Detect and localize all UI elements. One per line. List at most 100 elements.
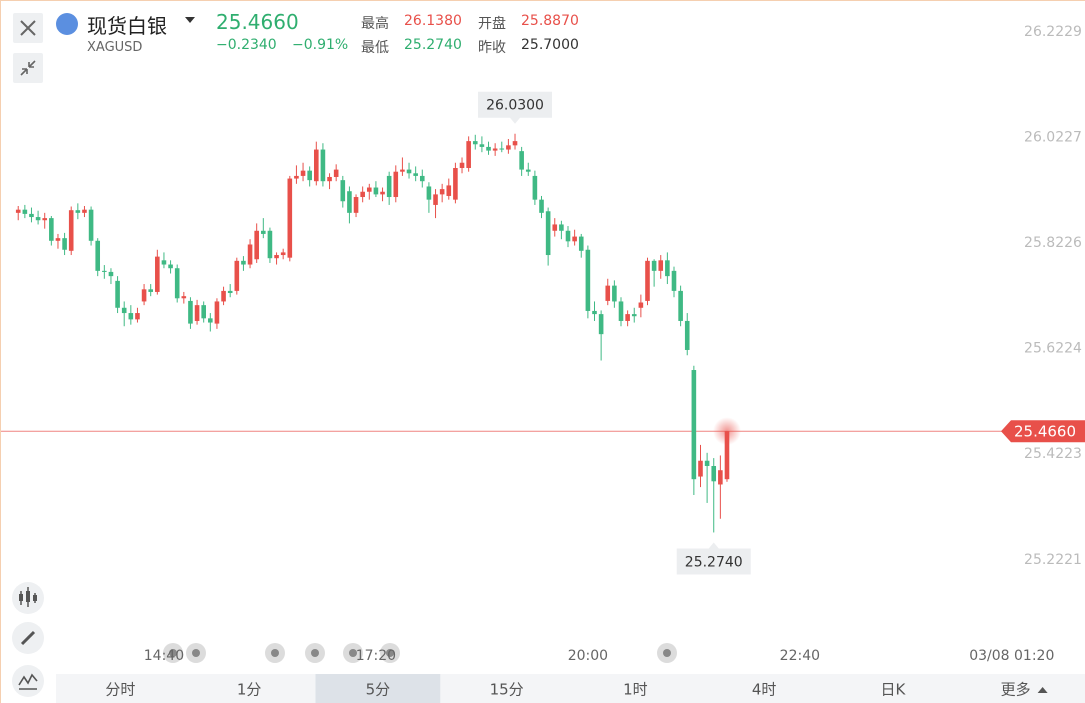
y-tick-label: 25.8226 bbox=[1024, 235, 1082, 251]
stat-label: 最低 bbox=[361, 40, 389, 56]
candle-body bbox=[75, 210, 81, 213]
candle-body bbox=[512, 141, 518, 146]
tab[interactable]: 15分 bbox=[490, 681, 524, 699]
candle-body bbox=[247, 244, 253, 265]
candle-body bbox=[168, 264, 173, 269]
tab[interactable]: 1时 bbox=[623, 681, 648, 699]
candle-body bbox=[492, 148, 498, 151]
candle-body bbox=[88, 209, 94, 241]
tab-active-bg bbox=[315, 674, 441, 703]
stat-value: 25.8870 bbox=[521, 13, 579, 29]
candle-body bbox=[565, 230, 571, 242]
annotation-box bbox=[676, 542, 751, 575]
change: −0.2340 bbox=[216, 37, 277, 53]
candle-body bbox=[479, 144, 485, 147]
candle-body bbox=[62, 238, 67, 250]
candle-body bbox=[605, 285, 611, 301]
x-tick-label: 03/08 01:20 bbox=[969, 648, 1054, 664]
stat-label: 最高 bbox=[361, 16, 389, 32]
candle-body bbox=[380, 191, 385, 195]
candle-body bbox=[188, 300, 193, 324]
candle-body bbox=[294, 175, 299, 179]
candle-body bbox=[148, 289, 154, 292]
candle-body bbox=[539, 199, 544, 213]
candle-body bbox=[684, 320, 690, 350]
candle-body bbox=[155, 256, 160, 292]
candle-body bbox=[35, 217, 41, 221]
candle-body bbox=[174, 268, 180, 299]
candle-body bbox=[68, 210, 74, 251]
stat-label: 昨收 bbox=[478, 40, 506, 56]
tab[interactable]: 1分 bbox=[237, 681, 262, 699]
candle-body bbox=[102, 270, 107, 272]
candle-body bbox=[320, 149, 326, 182]
annotation-label: 25.2740 bbox=[685, 554, 743, 570]
candle-body bbox=[486, 146, 491, 151]
candle-body bbox=[598, 314, 604, 335]
candle-body bbox=[499, 148, 505, 150]
close-icon bbox=[20, 20, 36, 36]
candle-body bbox=[254, 230, 259, 260]
title: 现货白银 bbox=[87, 14, 167, 38]
candle-body bbox=[161, 260, 167, 265]
change-pct: −0.91% bbox=[292, 37, 349, 53]
candle-body bbox=[221, 290, 226, 302]
tab-arrow bbox=[1037, 687, 1048, 693]
candle-body bbox=[340, 180, 346, 202]
candle-body bbox=[419, 175, 425, 182]
logo bbox=[56, 13, 78, 35]
tab[interactable]: 日K bbox=[880, 681, 906, 699]
candle-body bbox=[625, 314, 630, 321]
stat-label: 开盘 bbox=[478, 16, 506, 32]
y-tick-label: 26.2229 bbox=[1024, 24, 1082, 40]
live-glow bbox=[712, 417, 741, 446]
candle-body bbox=[466, 141, 471, 169]
y-tick-label: 25.2221 bbox=[1024, 552, 1082, 568]
candle-body bbox=[552, 224, 558, 231]
candle-body bbox=[453, 168, 458, 200]
x-tick-label: 14:40 bbox=[144, 648, 184, 664]
candle-body bbox=[645, 260, 650, 301]
candle-body bbox=[519, 151, 524, 170]
tab[interactable]: 5分 bbox=[366, 681, 391, 699]
candle-body bbox=[333, 169, 339, 177]
candle-body bbox=[426, 186, 432, 200]
candle-body bbox=[459, 162, 465, 169]
candle-body bbox=[400, 169, 405, 172]
annotation-box bbox=[478, 91, 553, 124]
tab[interactable]: 更多 bbox=[1001, 681, 1031, 699]
candle-body bbox=[280, 252, 286, 256]
x-tick-label: 20:00 bbox=[568, 648, 608, 664]
candle-body bbox=[678, 290, 683, 321]
candle-body bbox=[108, 271, 114, 277]
candle-body bbox=[115, 280, 120, 308]
candle-body bbox=[691, 370, 697, 480]
candle-body bbox=[658, 260, 664, 271]
stat-value: 25.7000 bbox=[521, 37, 579, 53]
shrink-button[interactable] bbox=[13, 53, 43, 83]
candle-body bbox=[360, 191, 365, 198]
candle-body bbox=[704, 460, 710, 467]
candle-body bbox=[208, 318, 213, 323]
tab[interactable]: 4时 bbox=[752, 681, 777, 699]
candle-body bbox=[313, 149, 319, 182]
candle-body bbox=[638, 302, 644, 308]
tab[interactable]: 分时 bbox=[105, 681, 135, 699]
candle-body bbox=[506, 145, 511, 150]
candle-body bbox=[711, 466, 717, 482]
indicator-tool[interactable] bbox=[12, 665, 44, 697]
y-tick-label: 26.0227 bbox=[1024, 130, 1082, 146]
candle-body bbox=[718, 470, 723, 485]
candle-body bbox=[201, 305, 206, 319]
candle-body bbox=[141, 289, 147, 302]
candle-body bbox=[121, 307, 127, 314]
candle-body bbox=[267, 230, 273, 259]
dropdown-arrow[interactable] bbox=[185, 17, 195, 23]
candle-body bbox=[373, 187, 379, 195]
price: 25.4660 bbox=[216, 10, 299, 34]
candle-body bbox=[347, 191, 352, 213]
symbol: XAGUSD bbox=[87, 40, 143, 55]
x-tick-label: 22:40 bbox=[780, 648, 820, 664]
candle-body bbox=[366, 187, 372, 192]
